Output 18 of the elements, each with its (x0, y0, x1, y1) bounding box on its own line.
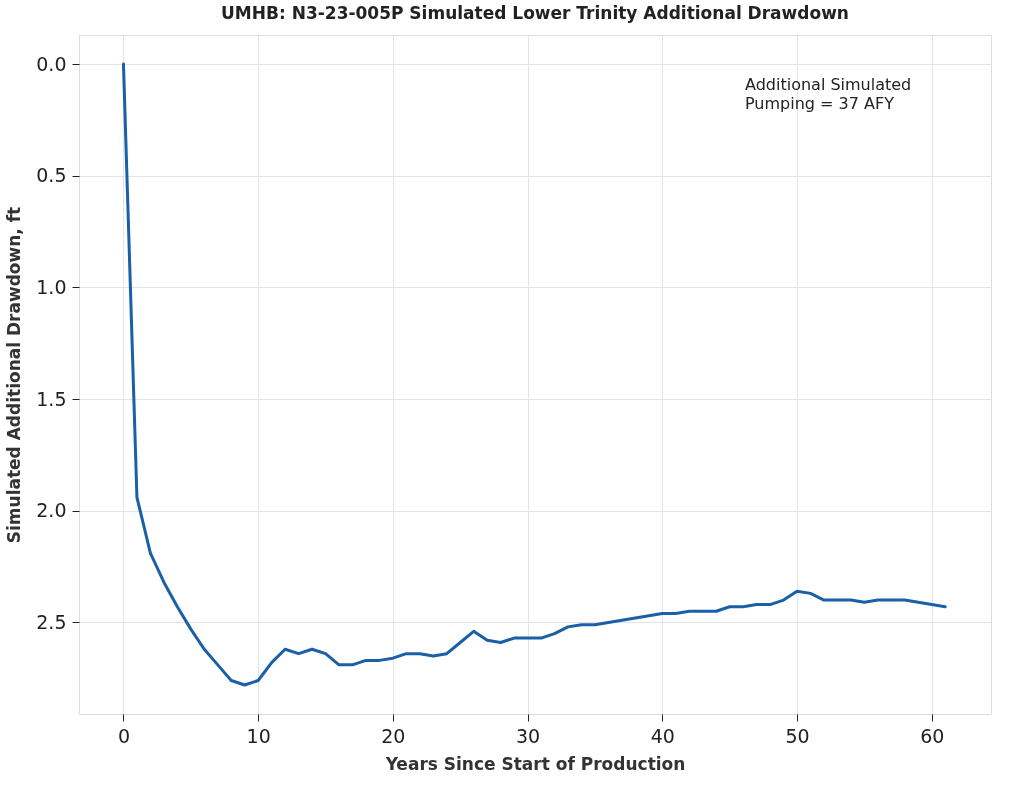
x-tick-label: 10 (246, 724, 271, 747)
x-tick-label: 0 (117, 724, 130, 747)
x-tick-label: 50 (785, 724, 810, 747)
x-tick-label: 40 (650, 724, 675, 747)
y-tick-label: 2.0 (36, 499, 67, 522)
y-tick-label: 1.0 (36, 275, 67, 298)
x-tick-label: 20 (381, 724, 406, 747)
y-tick-label: 1.5 (36, 387, 67, 410)
chart-title: UMHB: N3-23-005P Simulated Lower Trinity Additional Drawdown (221, 3, 849, 23)
y-tick-label: 0.0 (36, 52, 67, 75)
y-tick-label: 0.5 (36, 164, 67, 187)
x-tick-label: 60 (920, 724, 945, 747)
annotation: Additional Simulated Pumping = 37 AFY (745, 75, 912, 113)
line-series (121, 62, 947, 687)
y-tick-label: 2.5 (36, 610, 67, 633)
y-axis-title: Simulated Additional Drawdown, ft (4, 206, 25, 544)
x-axis-title: Years Since Start of Production (384, 753, 686, 774)
x-tick-label: 30 (516, 724, 541, 747)
